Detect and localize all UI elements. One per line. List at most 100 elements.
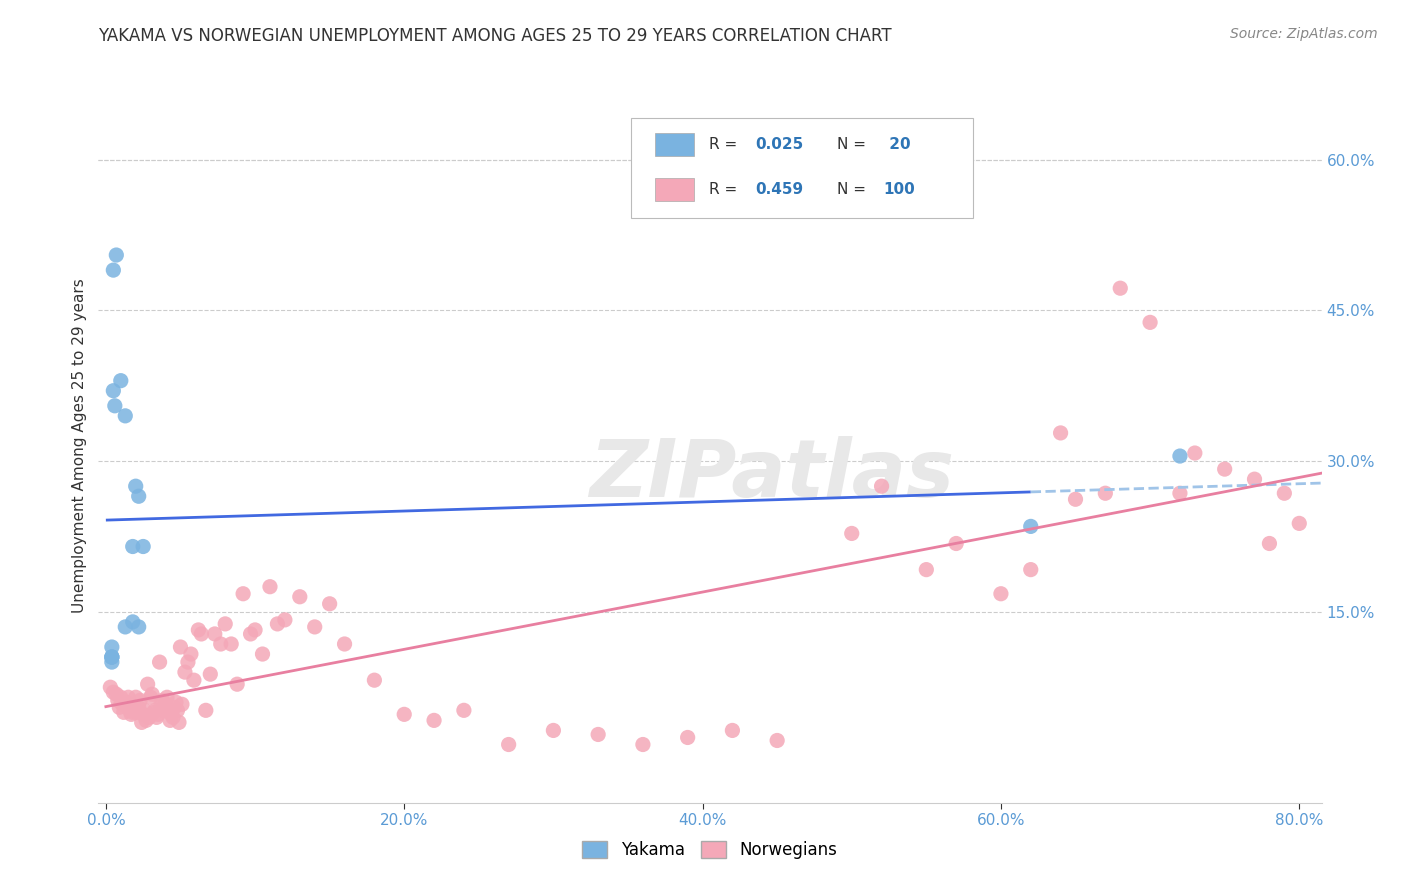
Point <box>219 637 242 651</box>
Text: R =: R = <box>709 182 742 196</box>
Point <box>170 698 193 712</box>
Point <box>162 710 184 724</box>
Text: 20: 20 <box>884 137 910 153</box>
Point <box>194 703 217 717</box>
Point <box>117 690 139 705</box>
Point <box>586 727 609 741</box>
Point <box>209 637 232 651</box>
Bar <box>655 178 695 201</box>
Point <box>1258 536 1281 550</box>
Point <box>1168 449 1191 463</box>
Point <box>1272 486 1295 500</box>
Point <box>841 526 863 541</box>
Point <box>1168 486 1191 500</box>
Point <box>453 703 475 717</box>
Point <box>1213 462 1236 476</box>
Point <box>121 540 143 554</box>
Point <box>110 374 132 388</box>
Point <box>129 693 152 707</box>
Point <box>166 703 188 717</box>
Text: YAKAMA VS NORWEGIAN UNEMPLOYMENT AMONG AGES 25 TO 29 YEARS CORRELATION CHART: YAKAMA VS NORWEGIAN UNEMPLOYMENT AMONG A… <box>98 27 891 45</box>
Point <box>1049 425 1071 440</box>
Point <box>204 627 226 641</box>
Point <box>243 623 266 637</box>
Point <box>114 620 136 634</box>
Point <box>101 650 124 665</box>
Point <box>143 703 166 717</box>
Point <box>114 409 136 423</box>
Point <box>232 587 254 601</box>
Text: 0.459: 0.459 <box>755 182 803 196</box>
Point <box>274 613 297 627</box>
Text: 100: 100 <box>884 182 915 196</box>
Text: ZIPatlas: ZIPatlas <box>589 435 953 514</box>
Point <box>101 650 124 665</box>
Point <box>145 710 167 724</box>
Point <box>1019 563 1042 577</box>
Legend: Yakama, Norwegians: Yakama, Norwegians <box>576 834 844 866</box>
Text: Source: ZipAtlas.com: Source: ZipAtlas.com <box>1230 27 1378 41</box>
Point <box>104 399 127 413</box>
Point <box>165 695 187 709</box>
Point <box>121 615 143 629</box>
Point <box>108 700 131 714</box>
Point <box>135 714 157 728</box>
Point <box>115 695 138 709</box>
Point <box>333 637 356 651</box>
Point <box>141 687 163 701</box>
Point <box>266 616 288 631</box>
Point <box>105 248 128 262</box>
Point <box>1288 516 1310 531</box>
Point <box>945 536 967 550</box>
Point <box>128 620 150 634</box>
Point <box>676 731 699 745</box>
Point <box>139 690 162 705</box>
Text: R =: R = <box>709 137 742 153</box>
Point <box>318 597 340 611</box>
Point <box>394 707 416 722</box>
Point <box>160 707 183 722</box>
Point <box>990 587 1012 601</box>
Point <box>163 700 186 714</box>
Point <box>1109 281 1132 295</box>
Point <box>155 698 177 712</box>
Point <box>1019 519 1042 533</box>
Point <box>200 667 222 681</box>
Point <box>120 707 142 722</box>
Y-axis label: Unemployment Among Ages 25 to 29 years: Unemployment Among Ages 25 to 29 years <box>72 278 87 614</box>
Point <box>259 580 281 594</box>
Point <box>498 738 520 752</box>
Point <box>132 540 155 554</box>
Point <box>152 693 174 707</box>
Point <box>1139 315 1161 329</box>
Point <box>149 655 172 669</box>
Point <box>915 563 938 577</box>
Point <box>180 647 202 661</box>
Point <box>631 738 654 752</box>
Point <box>304 620 326 634</box>
Point <box>101 655 124 669</box>
Text: N =: N = <box>837 137 872 153</box>
Point <box>157 703 180 717</box>
Point <box>183 673 205 688</box>
Text: 0.025: 0.025 <box>755 137 804 153</box>
Point <box>226 677 249 691</box>
Point <box>125 690 148 705</box>
Point <box>105 687 128 701</box>
Point <box>870 479 893 493</box>
Point <box>252 647 274 661</box>
Point <box>150 698 173 712</box>
Point <box>103 685 125 699</box>
Point <box>1184 446 1206 460</box>
Point <box>98 680 121 694</box>
Point <box>190 627 212 641</box>
Point <box>177 655 200 669</box>
Point <box>721 723 744 738</box>
Point <box>159 714 181 728</box>
Point <box>107 693 129 707</box>
Point <box>1243 472 1265 486</box>
Point <box>288 590 311 604</box>
Text: N =: N = <box>837 182 872 196</box>
Point <box>114 695 136 709</box>
Point <box>101 640 124 654</box>
